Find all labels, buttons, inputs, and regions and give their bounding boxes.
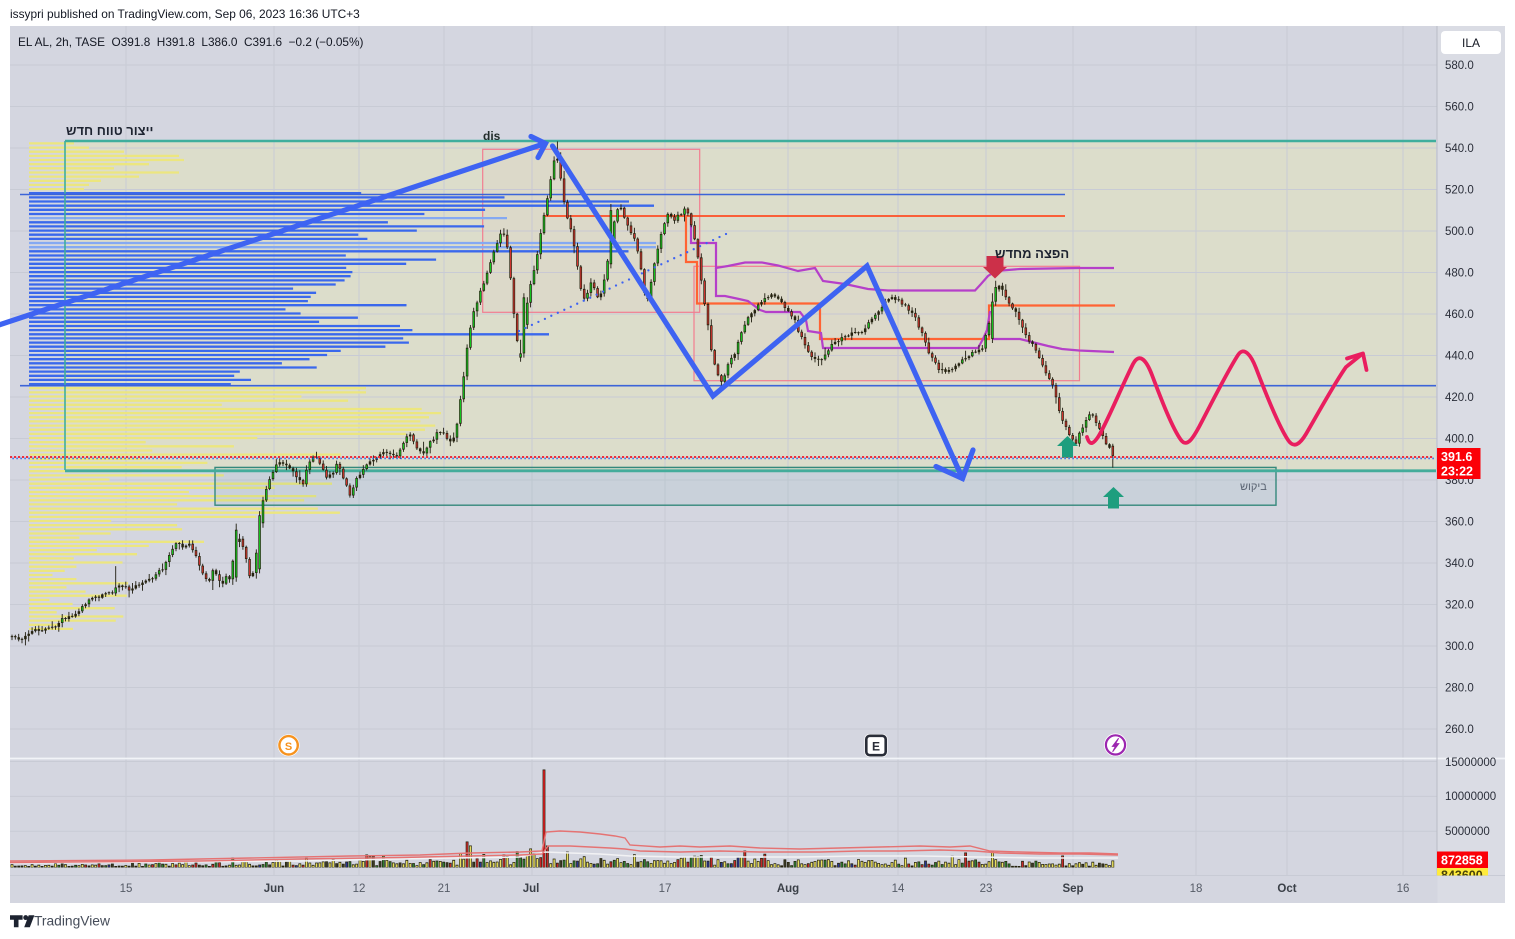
- svg-text:440.0: 440.0: [1445, 351, 1474, 363]
- svg-text:17: 17: [659, 883, 672, 895]
- svg-text:12: 12: [353, 883, 366, 895]
- svg-text:480.0: 480.0: [1445, 268, 1474, 280]
- svg-text:500.0: 500.0: [1445, 226, 1474, 238]
- svg-text:הפצה מחדש: הפצה מחדש: [995, 246, 1069, 261]
- svg-text:15000000: 15000000: [1445, 757, 1496, 769]
- svg-text:23:22: 23:22: [1441, 465, 1473, 479]
- svg-text:dis: dis: [483, 129, 501, 143]
- svg-text:460.0: 460.0: [1445, 309, 1474, 321]
- svg-text:ILA: ILA: [1462, 36, 1480, 50]
- svg-text:340.0: 340.0: [1445, 558, 1474, 570]
- svg-text:320.0: 320.0: [1445, 600, 1474, 612]
- svg-text:280.0: 280.0: [1445, 683, 1474, 695]
- svg-text:18: 18: [1190, 883, 1203, 895]
- svg-text:23: 23: [980, 883, 993, 895]
- svg-text:Sep: Sep: [1062, 883, 1083, 895]
- svg-text:Jul: Jul: [523, 883, 540, 895]
- svg-text:360.0: 360.0: [1445, 517, 1474, 529]
- svg-text:400.0: 400.0: [1445, 434, 1474, 446]
- svg-text:TradingView: TradingView: [34, 914, 110, 929]
- svg-text:EL AL, 2h, TASE O391.8 H391.: EL AL, 2h, TASE O391.8 H391.8 L386.0 C39…: [18, 35, 363, 49]
- svg-text:ביקוש: ביקוש: [1240, 481, 1267, 493]
- svg-text:260.0: 260.0: [1445, 724, 1474, 736]
- svg-text:E: E: [872, 740, 880, 754]
- svg-text:Oct: Oct: [1277, 883, 1296, 895]
- svg-text:10000000: 10000000: [1445, 791, 1496, 803]
- svg-text:580.0: 580.0: [1445, 60, 1474, 72]
- svg-text:420.0: 420.0: [1445, 392, 1474, 404]
- svg-text:300.0: 300.0: [1445, 641, 1474, 653]
- svg-text:issypri published on TradingVi: issypri published on TradingView.com, Se…: [10, 7, 360, 21]
- svg-text:ייצור טווח חדש: ייצור טווח חדש: [66, 123, 153, 138]
- svg-text:5000000: 5000000: [1445, 826, 1490, 838]
- svg-text:16: 16: [1397, 883, 1410, 895]
- svg-text:14: 14: [892, 883, 905, 895]
- svg-text:560.0: 560.0: [1445, 102, 1474, 114]
- svg-text:S: S: [285, 741, 292, 753]
- svg-text:21: 21: [438, 883, 451, 895]
- svg-text:Jun: Jun: [264, 883, 284, 895]
- svg-text:391.6: 391.6: [1441, 450, 1472, 464]
- svg-text:540.0: 540.0: [1445, 143, 1474, 155]
- svg-text:843600: 843600: [1441, 869, 1483, 883]
- svg-text:520.0: 520.0: [1445, 185, 1474, 197]
- svg-text:Aug: Aug: [777, 883, 799, 895]
- svg-text:872858: 872858: [1441, 854, 1483, 868]
- svg-text:15: 15: [120, 883, 133, 895]
